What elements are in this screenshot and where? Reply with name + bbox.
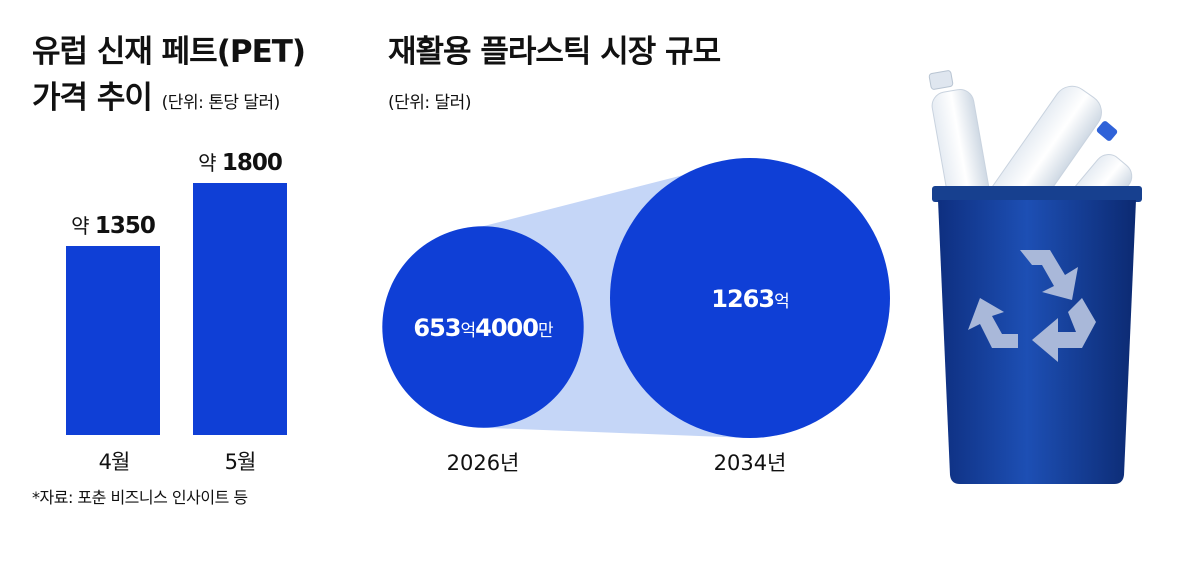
- bar-value-number: 1350: [94, 213, 156, 239]
- bar-category-label: 4월: [98, 450, 131, 474]
- bubble-value-unit: 억: [774, 292, 789, 312]
- bin-rim: [932, 186, 1142, 202]
- bar-value-label: 약 1350: [43, 210, 183, 239]
- bubble-value-unit: 만: [538, 321, 554, 341]
- bubble-value-unit: 억: [461, 321, 476, 341]
- bar-value-prefix: 약: [198, 151, 222, 175]
- bubble-chart-title: 재활용 플라스틱 시장 규모: [388, 34, 721, 70]
- bubble-value-number: 4000: [475, 314, 538, 342]
- bubble-2034: [610, 158, 890, 438]
- recycle-icon: [968, 250, 1096, 362]
- bar-4월: [66, 246, 160, 435]
- bar-value-number: 1800: [221, 150, 283, 176]
- bubble-chart-unit: (단위: 달러): [388, 93, 471, 113]
- bar-category-label: 5월: [224, 450, 257, 474]
- bar-chart-title-line2: 가격 추이 (단위: 톤당 달러): [32, 80, 280, 117]
- bubble-value-label-2034: 1263억: [711, 285, 788, 313]
- bar-chart-title-line1: 유럽 신재 페트(PET): [32, 34, 306, 70]
- bubble-2026: [382, 226, 584, 428]
- bar-chart-title-text: 가격 추이: [32, 80, 153, 116]
- bubble-value-number: 653: [413, 314, 460, 342]
- recycling-bin-illustration: [928, 70, 1142, 484]
- bar-value-label: 약 1800: [170, 147, 310, 176]
- bar-chart-unit: (단위: 톤당 달러): [161, 93, 281, 113]
- bubble-value-label-2026: 653억4000만: [413, 314, 554, 342]
- bubble-category-label: 2026년: [447, 451, 520, 475]
- source-note: *자료: 포춘 비즈니스 인사이트 등: [32, 488, 248, 507]
- bubble-value-number: 1263: [711, 285, 774, 313]
- bubble-category-label: 2034년: [714, 451, 787, 475]
- bar-5월: [193, 183, 287, 435]
- bar-value-prefix: 약: [71, 214, 95, 238]
